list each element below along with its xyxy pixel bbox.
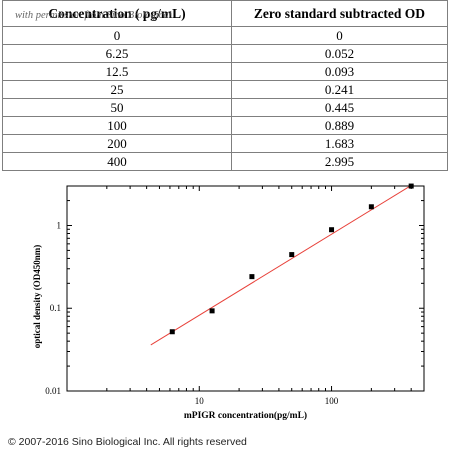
concentration-cell: 50 — [2, 98, 232, 117]
table-row: 50 0.445 — [2, 98, 448, 117]
od-cell: 0 — [231, 26, 448, 45]
y-tick-label: 0.1 — [50, 303, 61, 313]
data-point — [368, 204, 374, 210]
y-axis-label: optical density (OD450nm) — [32, 245, 42, 349]
column-header-concentration-label: Concentration ( pg/mL) — [48, 5, 186, 21]
y-tick-label: 1 — [57, 220, 62, 230]
concentration-cell: 200 — [2, 134, 232, 153]
table-row: 100 0.889 — [2, 116, 448, 135]
fit-line — [150, 184, 412, 346]
standard-curve-chart: 10 100 0.01 0.1 1 mPIGR concentration(pg/mL) o… — [0, 180, 450, 425]
standard-curve-table-container: Concentration ( pg/mL) with permission f… — [2, 0, 448, 171]
data-point — [289, 252, 295, 258]
copyright-footer: © 2007-2016 Sino Biological Inc. All rig… — [8, 436, 247, 448]
data-point — [329, 227, 335, 233]
plot-frame — [66, 185, 425, 392]
x-tick-label: 10 — [195, 396, 205, 406]
column-header-od: Zero standard subtracted OD — [231, 0, 448, 27]
data-point — [169, 329, 175, 335]
concentration-cell: 6.25 — [2, 44, 232, 63]
watermark: with permission from Sino Biological — [15, 10, 172, 21]
x-tick-label: 100 — [325, 396, 339, 406]
column-header-concentration: Concentration ( pg/mL) with permission f… — [2, 0, 232, 27]
data-point — [408, 183, 414, 189]
od-cell: 2.995 — [231, 152, 448, 171]
concentration-cell: 12.5 — [2, 62, 232, 81]
table-row: 400 2.995 — [2, 152, 448, 171]
concentration-cell: 0 — [2, 26, 232, 45]
chart-svg: 10 100 0.01 0.1 1 mPIGR concentration(pg/mL) o… — [32, 183, 425, 421]
concentration-cell: 25 — [2, 80, 232, 99]
od-cell: 0.889 — [231, 116, 448, 135]
table-row: 200 1.683 — [2, 134, 448, 153]
od-cell: 0.052 — [231, 44, 448, 63]
table-row: 25 0.241 — [2, 80, 448, 99]
table-row: 12.5 0.093 — [2, 62, 448, 81]
data-point — [209, 308, 215, 314]
x-axis-label: mPIGR concentration(pg/mL) — [184, 410, 307, 421]
od-cell: 0.445 — [231, 98, 448, 117]
od-cell: 0.241 — [231, 80, 448, 99]
data-point — [249, 274, 255, 280]
concentration-cell: 400 — [2, 152, 232, 171]
table-header-row: Concentration ( pg/mL) with permission f… — [2, 0, 448, 27]
od-cell: 1.683 — [231, 134, 448, 153]
table-row: 6.25 0.052 — [2, 44, 448, 63]
standard-curve-table: Concentration ( pg/mL) with permission f… — [2, 0, 448, 171]
od-cell: 0.093 — [231, 62, 448, 81]
y-tick-label: 0.01 — [45, 386, 61, 396]
concentration-cell: 100 — [2, 116, 232, 135]
